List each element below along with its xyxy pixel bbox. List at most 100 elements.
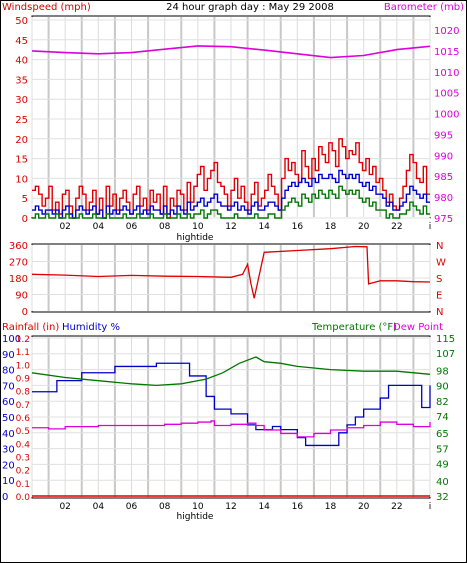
- temperature-tick-labels: 32 40 49 57 65 74 82 90 98 107 115: [436, 334, 455, 503]
- temperature-tick: 65: [436, 429, 449, 440]
- x-tick-label: 06: [126, 502, 138, 512]
- x-tick-label: 20: [358, 502, 370, 512]
- x-tick-label: 12: [225, 502, 236, 512]
- wind-low-line: [32, 185, 430, 219]
- temperature-tick: 82: [436, 397, 449, 408]
- barometer-tick: 1005: [434, 89, 459, 100]
- rainfall-tick: 0.2: [16, 467, 30, 477]
- x-tick-label: 16: [292, 502, 304, 512]
- compass-label: W: [436, 258, 446, 269]
- temperature-tick: 107: [436, 349, 455, 360]
- x-tick-label: 06: [126, 222, 138, 232]
- humidity-tick: 100: [2, 334, 21, 345]
- x-tick-label: i: [429, 502, 432, 512]
- windspeed-tick: 0: [22, 214, 28, 225]
- rainfall-tick: 0.5: [16, 427, 30, 437]
- windspeed-tick: 35: [15, 75, 28, 86]
- x-tick-label: 04: [93, 502, 105, 512]
- direction-degree-labels: 360 270 180 90 0: [9, 241, 28, 318]
- barometer-tick: 1015: [434, 47, 459, 58]
- compass-label: N: [436, 241, 443, 252]
- rainfall-axis-label: Rainfall (in): [2, 322, 59, 333]
- rainfall-tick: 0.8: [16, 388, 31, 398]
- direction-degree-tick: 360: [9, 241, 28, 252]
- direction-degree-tick: 270: [9, 258, 28, 269]
- dewpoint-axis-label: Dew Point: [393, 322, 443, 333]
- rainfall-tick: 1.0: [16, 361, 31, 371]
- humidity-tick: 40: [2, 429, 15, 440]
- dewpoint-line: [32, 420, 431, 438]
- barometer-tick: 995: [434, 130, 453, 141]
- rainfall-tick: 0.3: [16, 454, 30, 464]
- rainfall-tick: 0.0: [16, 493, 31, 503]
- humidity-tick: 30: [2, 445, 15, 456]
- temperature-tick: 98: [436, 366, 449, 377]
- humidity-tick: 70: [2, 381, 15, 392]
- windspeed-tick: 10: [15, 174, 28, 185]
- barometer-tick: 1020: [434, 26, 459, 37]
- humidity-tick-labels: 0 10 20 30 40 50 60 70 80 90 100: [2, 334, 21, 503]
- x-tick-label: 08: [159, 222, 171, 232]
- climate-x-sublabel: hightide: [177, 512, 214, 522]
- direction-series: [31, 245, 431, 299]
- rainfall-tick: 0.7: [16, 401, 30, 411]
- temperature-tick: 90: [436, 382, 449, 393]
- wind-x-sublabel: hightide: [177, 233, 214, 243]
- windspeed-tick: 20: [15, 135, 28, 146]
- humidity-axis-label: Humidity %: [62, 322, 120, 333]
- windspeed-tick: 30: [15, 95, 28, 106]
- barometer-tick: 1000: [434, 110, 459, 121]
- windspeed-tick: 45: [15, 36, 28, 47]
- temperature-tick: 115: [436, 334, 455, 345]
- barometer-line: [31, 45, 431, 59]
- humidity-tick: 20: [2, 460, 15, 471]
- direction-degree-tick: 180: [9, 274, 28, 285]
- barometer-tick: 980: [434, 193, 453, 204]
- x-tick-label: 18: [325, 222, 337, 232]
- wind-avg-line: [32, 169, 430, 219]
- chart-title: 24 hour graph day : May 29 2008: [166, 2, 334, 13]
- climate-x-tick-labels: 02 04 06 08 10 12 14 16 18 20 22 i: [59, 502, 431, 512]
- direction-degree-tick: 90: [15, 291, 28, 302]
- compass-label: S: [436, 274, 442, 285]
- x-tick-label: i: [429, 222, 432, 232]
- humidity-tick: 90: [2, 350, 15, 361]
- windspeed-tick: 50: [15, 16, 28, 27]
- wind-series: [31, 45, 431, 219]
- x-tick-label: 22: [391, 222, 402, 232]
- x-tick-label: 12: [225, 222, 236, 232]
- climate-series: [31, 356, 431, 497]
- x-tick-label: 16: [292, 222, 304, 232]
- temperature-axis-label: Temperature (°F): [311, 322, 397, 333]
- rainfall-tick: 0.1: [16, 480, 30, 490]
- barometer-tick-labels: 975 980 985 990 995 1000 1005 1010 1015 1020: [434, 26, 459, 225]
- humidity-tick: 60: [2, 397, 15, 408]
- wind-x-tick-labels: 02 04 06 08 10 12 14 16 18 20 22 i: [59, 222, 431, 232]
- humidity-tick: 50: [2, 413, 15, 424]
- windspeed-tick: 5: [22, 194, 28, 205]
- barometer-tick: 985: [434, 172, 453, 183]
- temperature-tick: 32: [436, 492, 449, 503]
- temperature-tick: 74: [436, 412, 449, 423]
- x-tick-label: 02: [59, 502, 70, 512]
- windspeed-tick: 25: [15, 115, 28, 126]
- temperature-tick: 40: [436, 477, 449, 488]
- x-tick-label: 10: [192, 502, 204, 512]
- x-tick-label: 10: [192, 222, 204, 232]
- direction-degree-tick: 0: [22, 307, 28, 318]
- x-tick-label: 02: [59, 222, 70, 232]
- windspeed-tick-labels: 0 5 10 15 20 25 30 35 40 45 50: [15, 16, 28, 225]
- compass-label: N: [436, 307, 443, 318]
- windspeed-axis-label: Windspeed (mph): [2, 2, 91, 13]
- temperature-tick: 57: [436, 444, 449, 455]
- x-tick-label: 18: [325, 502, 337, 512]
- windspeed-tick: 15: [15, 155, 28, 166]
- barometer-tick: 975: [434, 214, 453, 225]
- barometer-tick: 1010: [434, 68, 459, 79]
- rainfall-tick: 0.9: [16, 375, 31, 385]
- rainfall-tick: 0.6: [16, 414, 31, 424]
- rainfall-tick-labels: 0.0 0.1 0.2 0.3 0.4 0.5 0.6 0.7 0.8 0.9 1.0 1.1 1.2: [16, 335, 31, 503]
- barometer-tick: 990: [434, 151, 453, 162]
